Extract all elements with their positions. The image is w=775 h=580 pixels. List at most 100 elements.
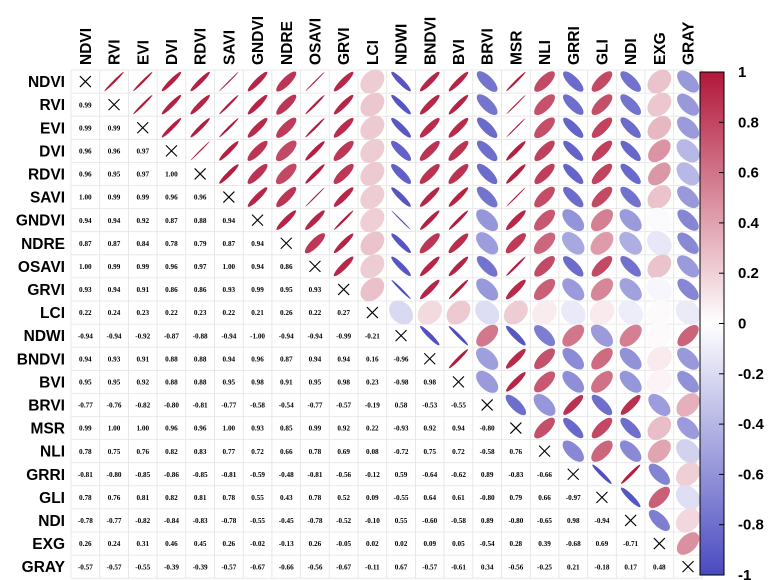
diagonal-cross-gli: [596, 491, 608, 504]
corr-ellipse: [620, 140, 641, 161]
corr-value: 0.23: [136, 309, 149, 317]
corr-ellipse: [476, 255, 498, 277]
corr-value: -0.81: [221, 471, 236, 479]
corr-value: 0.94: [337, 355, 350, 363]
corr-value: -0.56: [508, 563, 523, 571]
corr-value: -0.56: [336, 471, 351, 479]
corr-ellipse: [419, 71, 440, 92]
corr-ellipse: [305, 210, 325, 230]
corr-value: 0.97: [194, 263, 207, 271]
corr-value: -0.78: [307, 517, 322, 525]
corr-ellipse: [448, 256, 469, 277]
colorbar-tick-label: 0.2: [738, 265, 759, 282]
corr-value: -0.84: [164, 517, 179, 525]
corr-value: -0.85: [135, 471, 150, 479]
column-label: GLI: [594, 39, 611, 65]
corr-ellipse: [305, 187, 325, 207]
corr-ellipse: [563, 117, 584, 138]
corr-ellipse: [561, 231, 585, 255]
corr-value: -0.54: [480, 540, 495, 548]
corr-ellipse: [476, 71, 498, 92]
corr-ellipse: [360, 69, 385, 94]
corr-ellipse: [446, 300, 471, 325]
column-label: EVI: [135, 40, 152, 65]
corr-value: 0.94: [108, 286, 121, 294]
corr-value: -0.59: [250, 471, 265, 479]
corr-ellipse: [276, 94, 297, 115]
corr-ellipse: [506, 256, 526, 276]
corr-ellipse: [360, 92, 385, 117]
corr-value: 0.93: [79, 286, 92, 294]
corr-ellipse: [534, 325, 556, 347]
corr-value: 0.34: [481, 563, 494, 571]
corr-value: 0.69: [596, 540, 609, 548]
corr-ellipse: [620, 163, 641, 185]
corr-ellipse: [506, 95, 526, 115]
corr-ellipse: [590, 231, 614, 255]
corr-ellipse: [476, 278, 499, 301]
corr-value: 0.79: [194, 240, 207, 248]
corr-value: 0.92: [136, 217, 149, 225]
corr-value: -0.05: [336, 540, 351, 548]
corr-ellipse: [677, 370, 699, 393]
column-label: BNDVI: [422, 17, 439, 65]
corr-ellipse: [562, 440, 584, 462]
corr-value: 0.02: [395, 540, 408, 548]
colorbar-tick-label: -1: [738, 567, 751, 580]
corr-ellipse: [360, 231, 385, 256]
corr-value: 1.00: [223, 263, 236, 271]
corr-ellipse: [591, 347, 613, 370]
corr-ellipse: [619, 370, 642, 393]
corr-ellipse: [646, 300, 672, 326]
corr-value: -0.86: [164, 471, 179, 479]
corr-value: 0.72: [452, 448, 465, 456]
corr-ellipse: [276, 117, 297, 138]
diagonal-cross-dvi: [165, 144, 178, 157]
corr-ellipse: [476, 347, 499, 370]
corr-ellipse: [333, 117, 354, 138]
corr-value: -1.00: [250, 332, 265, 340]
corr-value: 0.75: [423, 448, 436, 456]
corr-ellipse: [591, 163, 613, 185]
corr-ellipse: [419, 279, 440, 300]
corr-ellipse: [675, 485, 701, 510]
corr-value: 0.17: [624, 563, 637, 571]
corr-ellipse: [620, 417, 641, 439]
diagonal-cross-savi: [222, 191, 235, 203]
corr-ellipse: [506, 118, 526, 138]
corr-ellipse: [646, 369, 672, 395]
corr-ellipse: [190, 94, 210, 115]
corr-value: 0.39: [538, 540, 551, 548]
row-label: GLI: [39, 490, 65, 507]
corr-value: -0.71: [623, 540, 638, 548]
corr-ellipse: [562, 347, 585, 370]
diagonal-cross-bndvi: [423, 352, 436, 365]
corr-value: 0.79: [510, 494, 523, 502]
corr-ellipse: [305, 141, 325, 161]
corr-ellipse: [562, 324, 585, 347]
corr-value: 0.94: [251, 240, 264, 248]
corr-ellipse: [677, 93, 700, 116]
corr-value: -0.98: [394, 378, 409, 386]
ellipse-layer: [104, 69, 701, 555]
corr-value: 0.99: [108, 124, 121, 132]
column-label: NDRE: [279, 21, 296, 65]
corr-value: -0.57: [221, 563, 236, 571]
corr-value: -0.81: [78, 471, 93, 479]
corr-ellipse: [276, 71, 297, 92]
corr-ellipse: [590, 324, 613, 347]
colorbar-tick-label: -0.2: [738, 366, 764, 383]
corr-value: 0.99: [251, 286, 264, 294]
corr-value: 0.94: [223, 355, 236, 363]
corr-ellipse: [247, 71, 268, 92]
column-label: NLI: [537, 40, 554, 65]
corr-value: 0.52: [337, 494, 350, 502]
corr-ellipse: [534, 140, 555, 162]
corr-ellipse: [505, 348, 526, 369]
diagonal-cross-ndi: [624, 514, 637, 527]
colorbar-tick-label: 0.8: [738, 114, 759, 131]
row-label: BVI: [39, 374, 65, 391]
corr-ellipse: [676, 393, 700, 417]
colorbar-tick-label: 0: [738, 316, 746, 333]
row-label: LCI: [40, 305, 65, 322]
